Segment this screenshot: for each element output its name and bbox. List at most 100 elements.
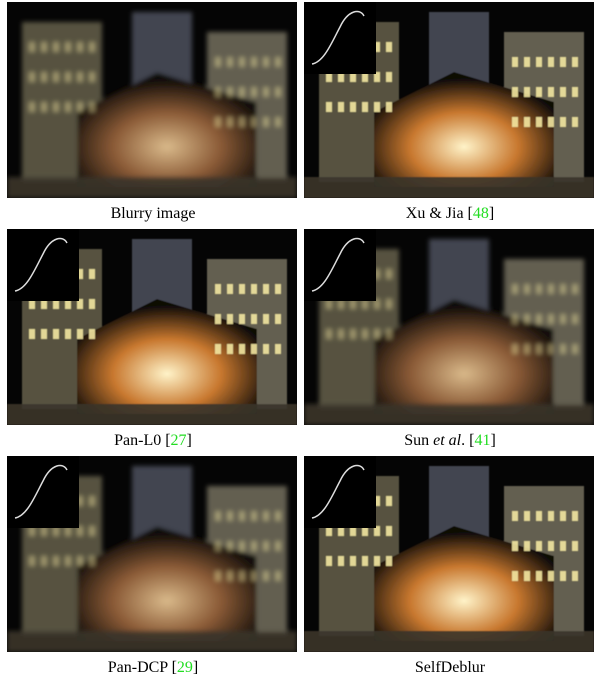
window [65, 102, 71, 112]
window [263, 87, 269, 97]
caption: Xu & Jia [48] [304, 205, 596, 223]
caption-part: 41 [474, 432, 491, 449]
window [512, 511, 518, 521]
window [251, 284, 257, 294]
window [374, 269, 380, 279]
window [227, 511, 233, 521]
building [77, 299, 257, 414]
window [41, 329, 47, 339]
window [263, 117, 269, 127]
window [524, 117, 530, 127]
window [89, 42, 95, 52]
window [29, 556, 35, 566]
window [386, 72, 392, 82]
scene [7, 239, 297, 425]
window [548, 87, 554, 97]
window [41, 42, 47, 52]
window [326, 329, 332, 339]
window [275, 284, 281, 294]
window [572, 571, 578, 581]
kernel [14, 237, 68, 292]
window [275, 511, 281, 521]
window [524, 57, 530, 67]
window [77, 329, 83, 339]
window [41, 526, 47, 536]
window [512, 87, 518, 97]
window [239, 541, 245, 551]
window [215, 284, 221, 294]
window [512, 314, 518, 324]
window [338, 72, 344, 82]
window [251, 511, 257, 521]
window [239, 571, 245, 581]
window [362, 556, 368, 566]
window [362, 526, 368, 536]
window [512, 284, 518, 294]
window [29, 72, 35, 82]
ground [304, 404, 594, 425]
window [53, 42, 59, 52]
caption: Sun et al. [41] [304, 432, 596, 450]
kernel [14, 464, 68, 519]
window [386, 329, 392, 339]
window [374, 496, 380, 506]
photo [304, 229, 594, 425]
window [251, 541, 257, 551]
window [524, 344, 530, 354]
window [386, 42, 392, 52]
window [53, 102, 59, 112]
window [263, 571, 269, 581]
caption-part: ] [490, 432, 496, 449]
window [374, 42, 380, 52]
window [548, 284, 554, 294]
window [548, 117, 554, 127]
window [275, 87, 281, 97]
window [560, 511, 566, 521]
window [524, 87, 530, 97]
panel: Sun et al. [41] [304, 229, 596, 453]
window [77, 42, 83, 52]
window [512, 344, 518, 354]
window [338, 102, 344, 112]
window [326, 556, 332, 566]
ground [7, 404, 297, 425]
window [41, 72, 47, 82]
window [572, 87, 578, 97]
caption-part: SelfDeblur [414, 659, 486, 676]
window [227, 87, 233, 97]
window [560, 314, 566, 324]
window [275, 344, 281, 354]
window [251, 87, 257, 97]
window [239, 314, 245, 324]
window [275, 314, 281, 324]
window [350, 102, 356, 112]
window [227, 284, 233, 294]
window [374, 526, 380, 536]
caption: Pan-L0 [27] [7, 432, 299, 450]
window [29, 329, 35, 339]
window [338, 299, 344, 309]
window [215, 541, 221, 551]
window [227, 541, 233, 551]
caption-part: 48 [472, 205, 489, 222]
window [89, 496, 95, 506]
window [524, 511, 530, 521]
panel: SelfDeblur [304, 456, 596, 680]
window [77, 102, 83, 112]
kernel [311, 237, 365, 292]
building [77, 526, 257, 641]
photo [304, 456, 594, 652]
window [386, 299, 392, 309]
window [215, 314, 221, 324]
window [53, 299, 59, 309]
window [536, 571, 542, 581]
window [227, 57, 233, 67]
window [65, 42, 71, 52]
window [362, 72, 368, 82]
window [572, 541, 578, 551]
window [560, 117, 566, 127]
window [65, 72, 71, 82]
panel: Pan-L0 [27] [7, 229, 299, 453]
window [548, 57, 554, 67]
